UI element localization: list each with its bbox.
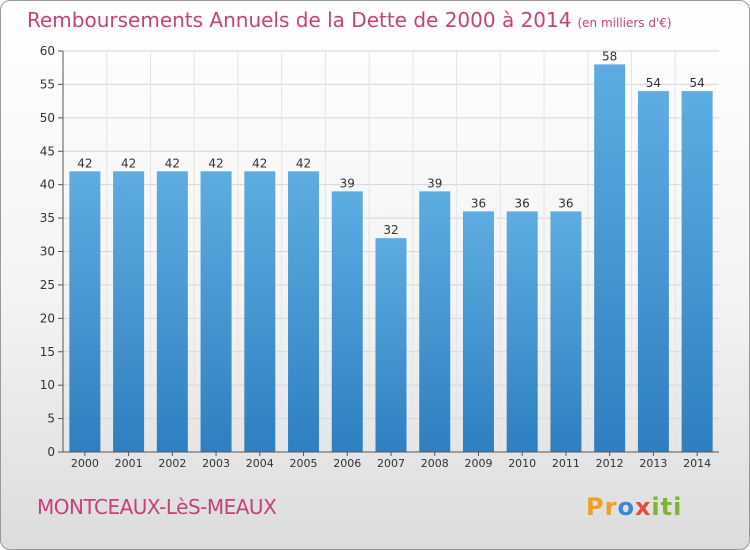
x-tick-label-2001: 2001 bbox=[115, 457, 143, 470]
bar-2011 bbox=[550, 211, 582, 452]
x-tick-label-2008: 2008 bbox=[421, 457, 449, 470]
x-tick-label-2005: 2005 bbox=[290, 457, 318, 470]
value-label-2001: 42 bbox=[121, 156, 136, 170]
bar-2008 bbox=[419, 191, 451, 452]
y-tick-label: 35 bbox=[40, 211, 55, 225]
x-tick-label-2010: 2010 bbox=[508, 457, 536, 470]
chart-title: Remboursements Annuels de la Dette de 20… bbox=[27, 8, 672, 32]
x-tick-label-2006: 2006 bbox=[333, 457, 361, 470]
x-tick-label-2007: 2007 bbox=[377, 457, 405, 470]
x-tick-label-2011: 2011 bbox=[552, 457, 580, 470]
y-tick-label: 5 bbox=[47, 412, 55, 426]
x-tick-label-2014: 2014 bbox=[683, 457, 711, 470]
value-label-2004: 42 bbox=[252, 156, 267, 170]
value-label-2007: 32 bbox=[383, 223, 398, 237]
value-label-2008: 39 bbox=[427, 176, 442, 190]
bar-2012 bbox=[594, 64, 626, 452]
value-label-2006: 39 bbox=[340, 176, 355, 190]
bar-2006 bbox=[331, 191, 363, 452]
axes: 0 5 10 15 20 25 30 35 40 45 50 55 60 2000 2001 2002 2003… bbox=[40, 44, 719, 470]
x-tick-label-2002: 2002 bbox=[158, 457, 186, 470]
value-label-2011: 36 bbox=[558, 196, 573, 210]
bar-2014 bbox=[681, 91, 713, 452]
x-tick-label-2012: 2012 bbox=[596, 457, 624, 470]
bar-2007 bbox=[375, 238, 407, 452]
bar-2003 bbox=[200, 171, 232, 453]
y-tick-label: 55 bbox=[40, 77, 55, 91]
x-tick-label-2003: 2003 bbox=[202, 457, 230, 470]
proxiti-logo: Proxiti bbox=[586, 493, 683, 521]
y-tick-label: 20 bbox=[40, 311, 55, 325]
y-tick-label: 40 bbox=[40, 178, 55, 192]
value-label-2013: 54 bbox=[646, 76, 661, 90]
bar-2002 bbox=[156, 171, 188, 453]
bar-2001 bbox=[113, 171, 145, 453]
bar-2004 bbox=[244, 171, 276, 453]
data-labels: 42 42 42 42 42 42 39 32 39 36 36 36 58 54 54 bbox=[77, 49, 705, 237]
x-tick-label-2004: 2004 bbox=[246, 457, 274, 470]
value-label-2000: 42 bbox=[77, 156, 92, 170]
y-tick-label: 50 bbox=[40, 111, 55, 125]
bar-2010 bbox=[506, 211, 538, 452]
y-tick-label: 60 bbox=[40, 44, 55, 58]
value-label-2009: 36 bbox=[471, 196, 486, 210]
bar-2013 bbox=[637, 91, 669, 452]
bars bbox=[69, 64, 713, 453]
x-tick-label-2009: 2009 bbox=[464, 457, 492, 470]
y-tick-label: 30 bbox=[40, 245, 55, 259]
y-tick-label: 45 bbox=[40, 144, 55, 158]
x-tick-label-2000: 2000 bbox=[71, 457, 99, 470]
y-tick-label: 0 bbox=[47, 445, 55, 459]
y-tick-label: 10 bbox=[40, 378, 55, 392]
x-tick-label-2013: 2013 bbox=[639, 457, 667, 470]
y-tick-label: 15 bbox=[40, 345, 55, 359]
value-label-2005: 42 bbox=[296, 156, 311, 170]
bar-2009 bbox=[462, 211, 494, 452]
commune-name: MONTCEAUX-LèS-MEAUX bbox=[37, 495, 277, 519]
value-label-2014: 54 bbox=[689, 76, 704, 90]
y-tick-label: 25 bbox=[40, 278, 55, 292]
bar-2000 bbox=[69, 171, 101, 453]
value-label-2002: 42 bbox=[165, 156, 180, 170]
value-label-2003: 42 bbox=[208, 156, 223, 170]
value-label-2010: 36 bbox=[515, 196, 530, 210]
bar-2005 bbox=[288, 171, 320, 453]
value-label-2012: 58 bbox=[602, 49, 617, 63]
chart-subtitle: (en milliers d'€) bbox=[577, 16, 672, 30]
